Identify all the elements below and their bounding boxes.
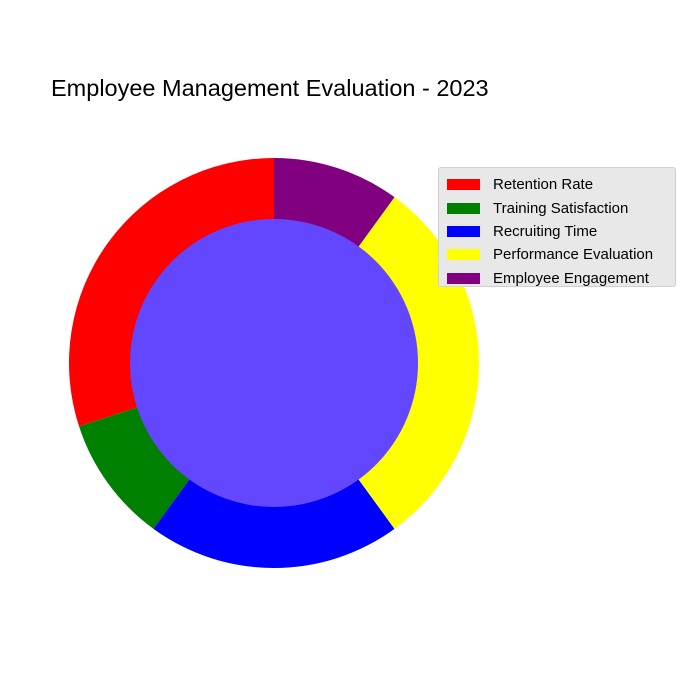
legend: Retention Rate Training Satisfaction Recru…	[438, 167, 676, 287]
legend-label: Employee Engagement	[493, 269, 649, 287]
legend-swatch	[447, 272, 480, 284]
legend-label: Recruiting Time	[493, 222, 598, 240]
legend-item-employee-engagement: Employee Engagement	[439, 267, 675, 290]
legend-label: Performance Evaluation	[493, 246, 654, 264]
legend-swatch	[447, 179, 480, 191]
legend-item-training-satisfaction: Training Satisfaction	[439, 196, 675, 219]
legend-label: Training Satisfaction	[493, 199, 629, 217]
legend-label: Retention Rate	[493, 176, 594, 194]
legend-swatch	[447, 225, 480, 237]
legend-item-retention-rate: Retention Rate	[439, 173, 675, 196]
legend-swatch	[447, 249, 480, 261]
chart-title: Employee Management Evaluation - 2023	[51, 75, 489, 101]
legend-swatch	[447, 202, 480, 214]
legend-item-performance-evaluation: Performance Evaluation	[439, 243, 675, 266]
legend-item-recruiting-time: Recruiting Time	[439, 220, 675, 243]
donut-center-circle	[130, 219, 418, 507]
